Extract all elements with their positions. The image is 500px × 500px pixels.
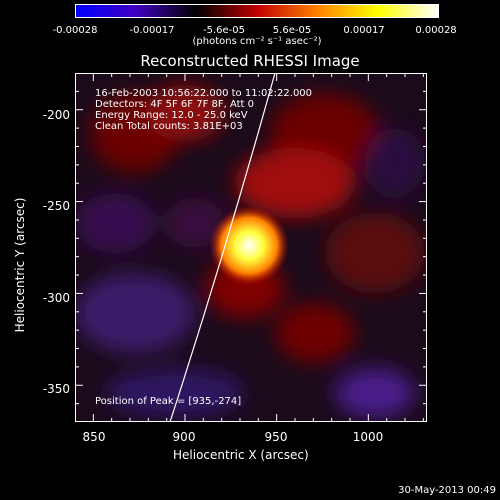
chart-title: Reconstructed RHESSI Image	[140, 52, 360, 70]
annotation-detectors: Detectors: 4F 5F 6F 7F 8F, Att 0	[95, 99, 255, 110]
annotation-time: 16-Feb-2003 10:56:22.000 to 11:02:22.000	[95, 88, 313, 99]
x-tick-label: 950	[264, 430, 288, 444]
x-tick-label: 1000	[352, 430, 384, 444]
x-tick-label: 900	[172, 430, 196, 444]
colorbar-tick: 5.6e-05	[272, 25, 312, 36]
colorbar-unit: (photons cm⁻² s⁻¹ asec⁻²)	[192, 36, 322, 47]
colorbar-tick: 0.00028	[415, 25, 457, 36]
peak-label: Position of Peak = [935,-274]	[95, 396, 242, 407]
footer-date: 30-May-2013 00:49	[398, 485, 496, 496]
plot-area: 16-Feb-2003 10:56:22.000 to 11:02:22.000…	[75, 73, 427, 422]
x-tick-label: 850	[82, 430, 106, 444]
y-tick-label: -200	[42, 108, 70, 122]
annotation-energy: Energy Range: 12.0 - 25.0 keV	[95, 110, 248, 121]
x-axis-label: Heliocentric X (arcsec)	[173, 448, 309, 462]
peak-source	[209, 205, 290, 286]
heatmap-blobs	[75, 85, 425, 418]
solar-limb	[169, 73, 276, 422]
annotation-counts: Clean Total counts: 3.81E+03	[95, 121, 243, 132]
heatmap-svg	[75, 73, 427, 422]
colorbar-tick: -0.00028	[52, 25, 98, 36]
colorbar-tick: -5.6e-05	[203, 25, 245, 36]
y-axis-label: Heliocentric Y (arcsec)	[13, 197, 27, 333]
colorbar-tick: 0.00017	[343, 25, 385, 36]
y-tick-label: -250	[42, 199, 70, 213]
colorbar	[75, 4, 439, 18]
y-tick-label: -300	[42, 291, 70, 305]
colorbar-tick: -0.00017	[129, 25, 175, 36]
y-tick-label: -350	[42, 382, 70, 396]
axis-ticks	[75, 73, 427, 422]
plot-frame	[75, 73, 427, 422]
